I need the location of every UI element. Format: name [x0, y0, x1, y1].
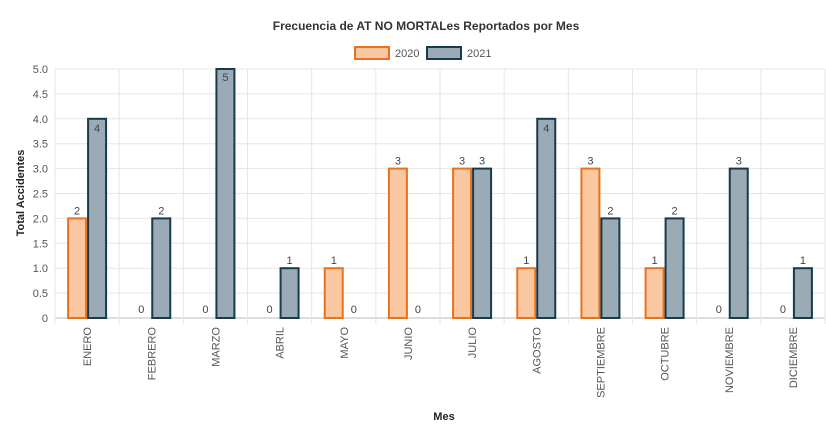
- y-tick-label: 2.5: [33, 189, 48, 201]
- x-tick-label: OCTUBRE: [660, 327, 672, 381]
- data-label-2021: 2: [158, 205, 164, 217]
- data-label-2021: 1: [800, 255, 806, 267]
- bar-2021[interactable]: [472, 167, 493, 319]
- x-tick-label: DICIEMBRE: [788, 327, 800, 388]
- x-tick-label: ABRIL: [275, 327, 287, 359]
- bar-2021[interactable]: [151, 217, 172, 319]
- y-tick-label: 0.5: [33, 288, 48, 300]
- bar-2021[interactable]: [87, 117, 108, 319]
- x-axis: ENERO FEBRERO MARZO ABRIL MAYO JUNIO JULIO AGOS…: [82, 327, 800, 398]
- data-label-2021: 5: [222, 72, 228, 84]
- data-label-2020: 3: [587, 156, 593, 168]
- bar-2021[interactable]: [215, 68, 236, 319]
- legend[interactable]: 2020 2021: [354, 46, 491, 60]
- chart-title: Frecuencia de AT NO MORTALes Reportados …: [273, 19, 580, 33]
- x-tick-label: AGOSTO: [531, 327, 543, 374]
- y-tick-label: 0: [42, 313, 48, 325]
- y-tick-label: 1.0: [33, 263, 48, 275]
- bar-2020[interactable]: [452, 167, 473, 319]
- y-tick-label: 3.5: [33, 139, 48, 151]
- data-label-2020: 0: [716, 304, 722, 316]
- data-label-2021: 2: [607, 205, 613, 217]
- data-label-2020: 1: [331, 255, 337, 267]
- data-label-2021: 3: [479, 156, 485, 168]
- legend-label: 2020: [395, 48, 419, 60]
- data-label-2020: 2: [74, 205, 80, 217]
- x-axis-label: Mes: [433, 411, 454, 423]
- bar-2020[interactable]: [580, 167, 601, 319]
- y-tick-label: 2.0: [33, 213, 48, 225]
- data-label-2021: 4: [543, 123, 549, 135]
- data-label-2021: 2: [672, 205, 678, 217]
- bar-2020[interactable]: [516, 267, 537, 320]
- y-tick-label: 1.5: [33, 238, 48, 250]
- data-label-2020: 0: [138, 304, 144, 316]
- data-label-2020: 0: [780, 304, 786, 316]
- y-tick-label: 4.5: [33, 89, 48, 101]
- x-tick-label: JUNIO: [403, 327, 415, 360]
- legend-swatch: [426, 46, 462, 60]
- legend-swatch: [354, 46, 390, 60]
- bar-2021[interactable]: [536, 117, 557, 319]
- data-label-2021: 1: [287, 255, 293, 267]
- bar-2020[interactable]: [67, 217, 88, 319]
- bar-2021[interactable]: [792, 267, 813, 320]
- x-tick-label: SEPTIEMBRE: [595, 327, 607, 398]
- data-label-2020: 1: [523, 255, 529, 267]
- x-tick-label: MAYO: [339, 327, 351, 359]
- y-axis: 0 0.5 1.0 1.5 2.0 2.5 3.0 3.5 4.0 4.5 5.0: [33, 64, 48, 325]
- data-label-2020: 0: [202, 304, 208, 316]
- legend-item-2020[interactable]: 2020: [354, 46, 419, 60]
- y-tick-label: 4.0: [33, 114, 48, 126]
- data-label-2021: 0: [415, 304, 421, 316]
- y-tick-label: 3.0: [33, 164, 48, 176]
- bar-2021[interactable]: [728, 167, 749, 319]
- data-label-2021: 4: [94, 123, 100, 135]
- bar-2020[interactable]: [387, 167, 408, 319]
- bars: 2 0 0 0 1 3 3 1 3 1 0 0 4 2 5 1 0 0 3 4 2 2 3 1: [67, 68, 813, 320]
- y-axis-label: Total Accidentes: [15, 150, 27, 237]
- bar-2021[interactable]: [279, 267, 300, 320]
- data-label-2020: 3: [459, 156, 465, 168]
- bar-2020[interactable]: [644, 267, 665, 320]
- y-tick-label: 5.0: [33, 64, 48, 76]
- legend-item-2021[interactable]: 2021: [426, 46, 491, 60]
- data-label-2020: 0: [267, 304, 273, 316]
- data-label-2020: 3: [395, 156, 401, 168]
- x-tick-label: MARZO: [210, 327, 222, 367]
- x-tick-label: ENERO: [82, 327, 94, 367]
- data-label-2020: 1: [652, 255, 658, 267]
- gridlines: [54, 68, 826, 324]
- data-label-2021: 0: [351, 304, 357, 316]
- x-tick-label: NOVIEMBRE: [724, 327, 736, 393]
- bar-2021[interactable]: [600, 217, 621, 319]
- bar-2021[interactable]: [664, 217, 685, 319]
- bar-2020[interactable]: [323, 267, 344, 320]
- x-tick-label: JULIO: [467, 327, 479, 359]
- legend-label: 2021: [467, 48, 491, 60]
- x-tick-label: FEBRERO: [146, 327, 158, 381]
- data-label-2021: 3: [736, 156, 742, 168]
